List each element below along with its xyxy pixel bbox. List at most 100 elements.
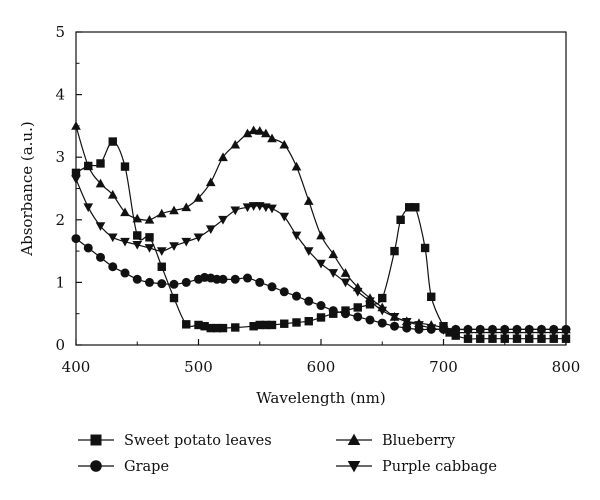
data-point-purple-cabbage [83,203,94,213]
data-point-blueberry [193,193,204,202]
data-point-blueberry [291,161,302,171]
data-point-blueberry [267,133,277,143]
data-point-grape [132,274,142,284]
data-point-purple-cabbage [463,328,473,338]
y-tick-label: 1 [55,273,65,291]
data-point-sweet-potato-leaves [396,215,405,224]
data-point-sweet-potato-leaves [427,292,436,301]
data-point-purple-cabbage [426,324,437,333]
data-point-sweet-potato-leaves [537,334,546,343]
data-point-blueberry [261,128,271,138]
x-tick-label: 600 [307,358,336,376]
data-point-blueberry [83,161,94,170]
data-point-blueberry [95,178,106,188]
legend-item-blueberry: Blueberry [336,433,456,449]
data-point-grape [83,243,93,253]
y-tick-label: 0 [55,336,65,354]
data-point-purple-cabbage [181,237,192,247]
data-point-blueberry [230,139,241,149]
data-point-purple-cabbage [303,247,314,256]
data-point-grape [157,279,167,289]
data-point-sweet-potato-leaves [261,320,271,330]
data-point-purple-cabbage [316,259,326,269]
legend-marker [90,460,102,472]
data-point-blueberry [71,121,81,130]
data-point-purple-cabbage [71,175,81,184]
series-line-blueberry [75,125,566,331]
data-point-purple-cabbage [267,204,277,214]
legend-marker [347,460,361,473]
data-point-blueberry [254,126,265,135]
data-point-sweet-potato-leaves [182,320,191,329]
data-point-purple-cabbage [548,328,559,338]
legend-marker [347,433,361,446]
data-point-blueberry [205,177,216,187]
data-point-grape [402,323,412,333]
data-point-purple-cabbage [279,212,290,222]
data-point-grape [218,274,228,284]
data-point-purple-cabbage [248,202,259,211]
data-point-blueberry [328,249,339,259]
data-point-blueberry [120,207,130,217]
data-point-sweet-potato-leaves [316,313,326,322]
data-point-sweet-potato-leaves [292,318,301,327]
data-point-grape [230,274,240,284]
legend-label: Blueberry [382,433,456,449]
data-point-purple-cabbage [438,326,449,335]
data-point-purple-cabbage [242,203,253,213]
data-point-sweet-potato-leaves [378,293,387,303]
data-point-purple-cabbage [132,240,143,250]
data-point-sweet-potato-leaves [476,334,485,343]
data-point-sweet-potato-leaves [420,243,430,253]
data-point-purple-cabbage [95,222,106,231]
data-point-sweet-potato-leaves [561,334,571,343]
data-point-grape [96,252,105,262]
data-point-grape [255,277,265,287]
data-point-sweet-potato-leaves [267,320,277,330]
data-point-sweet-potato-leaves [71,168,81,178]
data-point-blueberry [279,139,290,149]
data-point-sweet-potato-leaves [231,323,240,332]
legend-label: Sweet potato leaves [124,433,272,449]
legend-marker [90,434,102,446]
y-tick-label: 2 [55,211,65,229]
data-point-sweet-potato-leaves [169,293,179,303]
data-point-purple-cabbage [156,247,167,256]
data-point-sweet-potato-leaves [445,328,454,337]
data-point-purple-cabbage [218,215,228,225]
data-point-blueberry [144,214,155,224]
data-point-blueberry [156,208,167,218]
data-point-grape [341,309,350,319]
data-point-sweet-potato-leaves [255,320,264,330]
data-point-sweet-potato-leaves [390,246,399,256]
data-point-blueberry [218,152,228,162]
legend-item-purple-cabbage: Purple cabbage [336,459,497,475]
data-point-purple-cabbage [389,312,400,322]
data-point-grape [304,296,314,306]
data-point-sweet-potato-leaves [512,334,522,343]
data-point-blueberry [181,202,192,212]
legend-item-grape: Grape [78,459,169,475]
y-tick-label: 3 [55,148,65,166]
data-point-sweet-potato-leaves [145,233,154,242]
data-point-purple-cabbage [450,328,461,338]
data-point-purple-cabbage [291,231,302,241]
data-point-sweet-potato-leaves [405,203,414,212]
x-tick-label: 500 [184,358,213,376]
data-point-sweet-potato-leaves [525,334,534,343]
data-point-purple-cabbage [377,306,388,316]
data-point-purple-cabbage [193,233,204,243]
legend-item-sweet-potato-leaves: Sweet potato leaves [78,433,272,449]
plot-frame [75,31,567,346]
data-point-grape [108,262,118,272]
data-point-sweet-potato-leaves [488,334,497,343]
x-tick-label: 800 [552,358,581,376]
data-point-sweet-potato-leaves [96,159,105,168]
legend-label: Grape [124,459,169,475]
x-axis-label: Wavelength (nm) [256,389,385,407]
data-point-sweet-potato-leaves [194,320,203,330]
data-point-sweet-potato-leaves [157,262,166,271]
data-point-sweet-potato-leaves [353,303,362,312]
